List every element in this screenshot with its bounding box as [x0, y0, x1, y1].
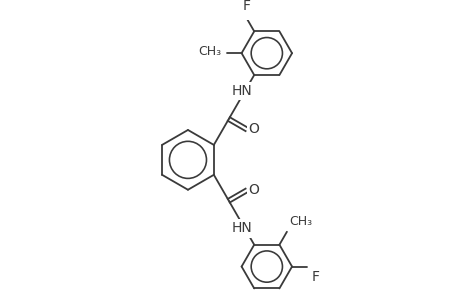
Text: HN: HN: [231, 221, 252, 236]
Text: O: O: [248, 183, 259, 197]
Text: O: O: [248, 122, 259, 136]
Text: F: F: [242, 0, 250, 13]
Text: CH₃: CH₃: [288, 215, 311, 228]
Text: HN: HN: [231, 84, 252, 98]
Text: CH₃: CH₃: [197, 45, 221, 58]
Text: F: F: [311, 270, 319, 284]
